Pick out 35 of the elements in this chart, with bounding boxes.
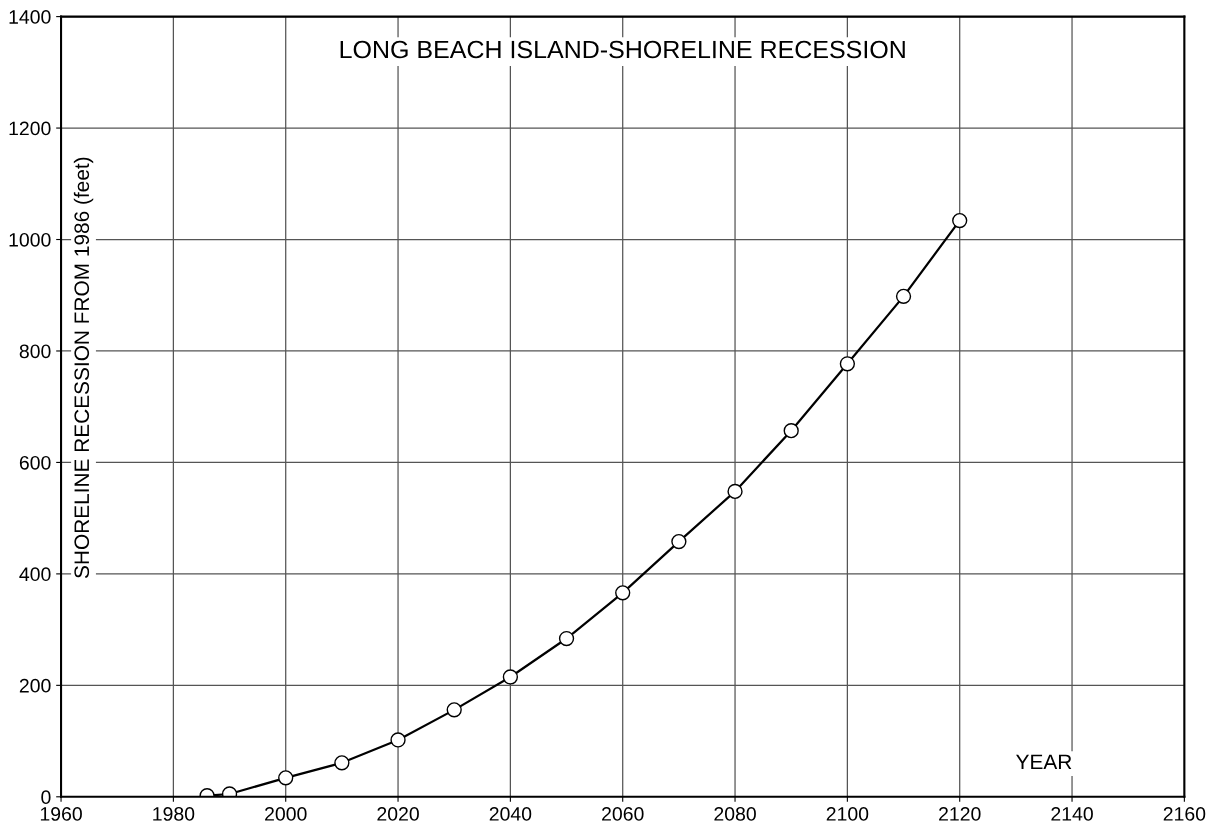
point (671, 533, 687, 550)
point (895, 288, 912, 304)
x-tick-label: 2000 (265, 807, 307, 821)
y-tick-label: 1200 (9, 121, 51, 136)
y-axis-title: SHORELINE RECESSION FROM 1986 (feet) (73, 157, 94, 579)
x-tick-label: 2100 (826, 807, 869, 821)
point (783, 423, 799, 439)
y-tick-label: 800 (19, 344, 51, 359)
y-tick-label: 200 (19, 678, 51, 693)
x-tick-label: 2120 (939, 807, 981, 821)
y-tick-label: 0 (41, 790, 51, 805)
x-tick-label: 2140 (1051, 807, 1093, 821)
x-tick-label: 2160 (1163, 807, 1206, 821)
y-tick-label: 1400 (9, 10, 51, 24)
x-tick-label: 1960 (40, 807, 82, 821)
point (558, 630, 575, 647)
x-tick-label: 2060 (602, 807, 644, 821)
x-axis-title: YEAR (1016, 754, 1072, 770)
point (446, 702, 462, 718)
y-tick-label: 600 (19, 455, 51, 470)
text: LONG BEACH ISLAND-SHORELINE RECESSION (340, 40, 905, 59)
x-tick-label: 2020 (377, 807, 419, 821)
point (390, 732, 406, 748)
y-tick-label: 1000 (9, 232, 51, 247)
y-tick-label: 400 (19, 567, 51, 582)
point (839, 356, 856, 372)
point (615, 585, 631, 601)
x-tick-label: 1980 (153, 807, 195, 821)
x-tick-label: 2080 (714, 807, 756, 821)
point (727, 483, 743, 500)
point (334, 755, 350, 771)
point (952, 212, 968, 229)
x-tick-label: 2040 (489, 807, 532, 821)
point (278, 770, 294, 786)
point (502, 669, 519, 685)
